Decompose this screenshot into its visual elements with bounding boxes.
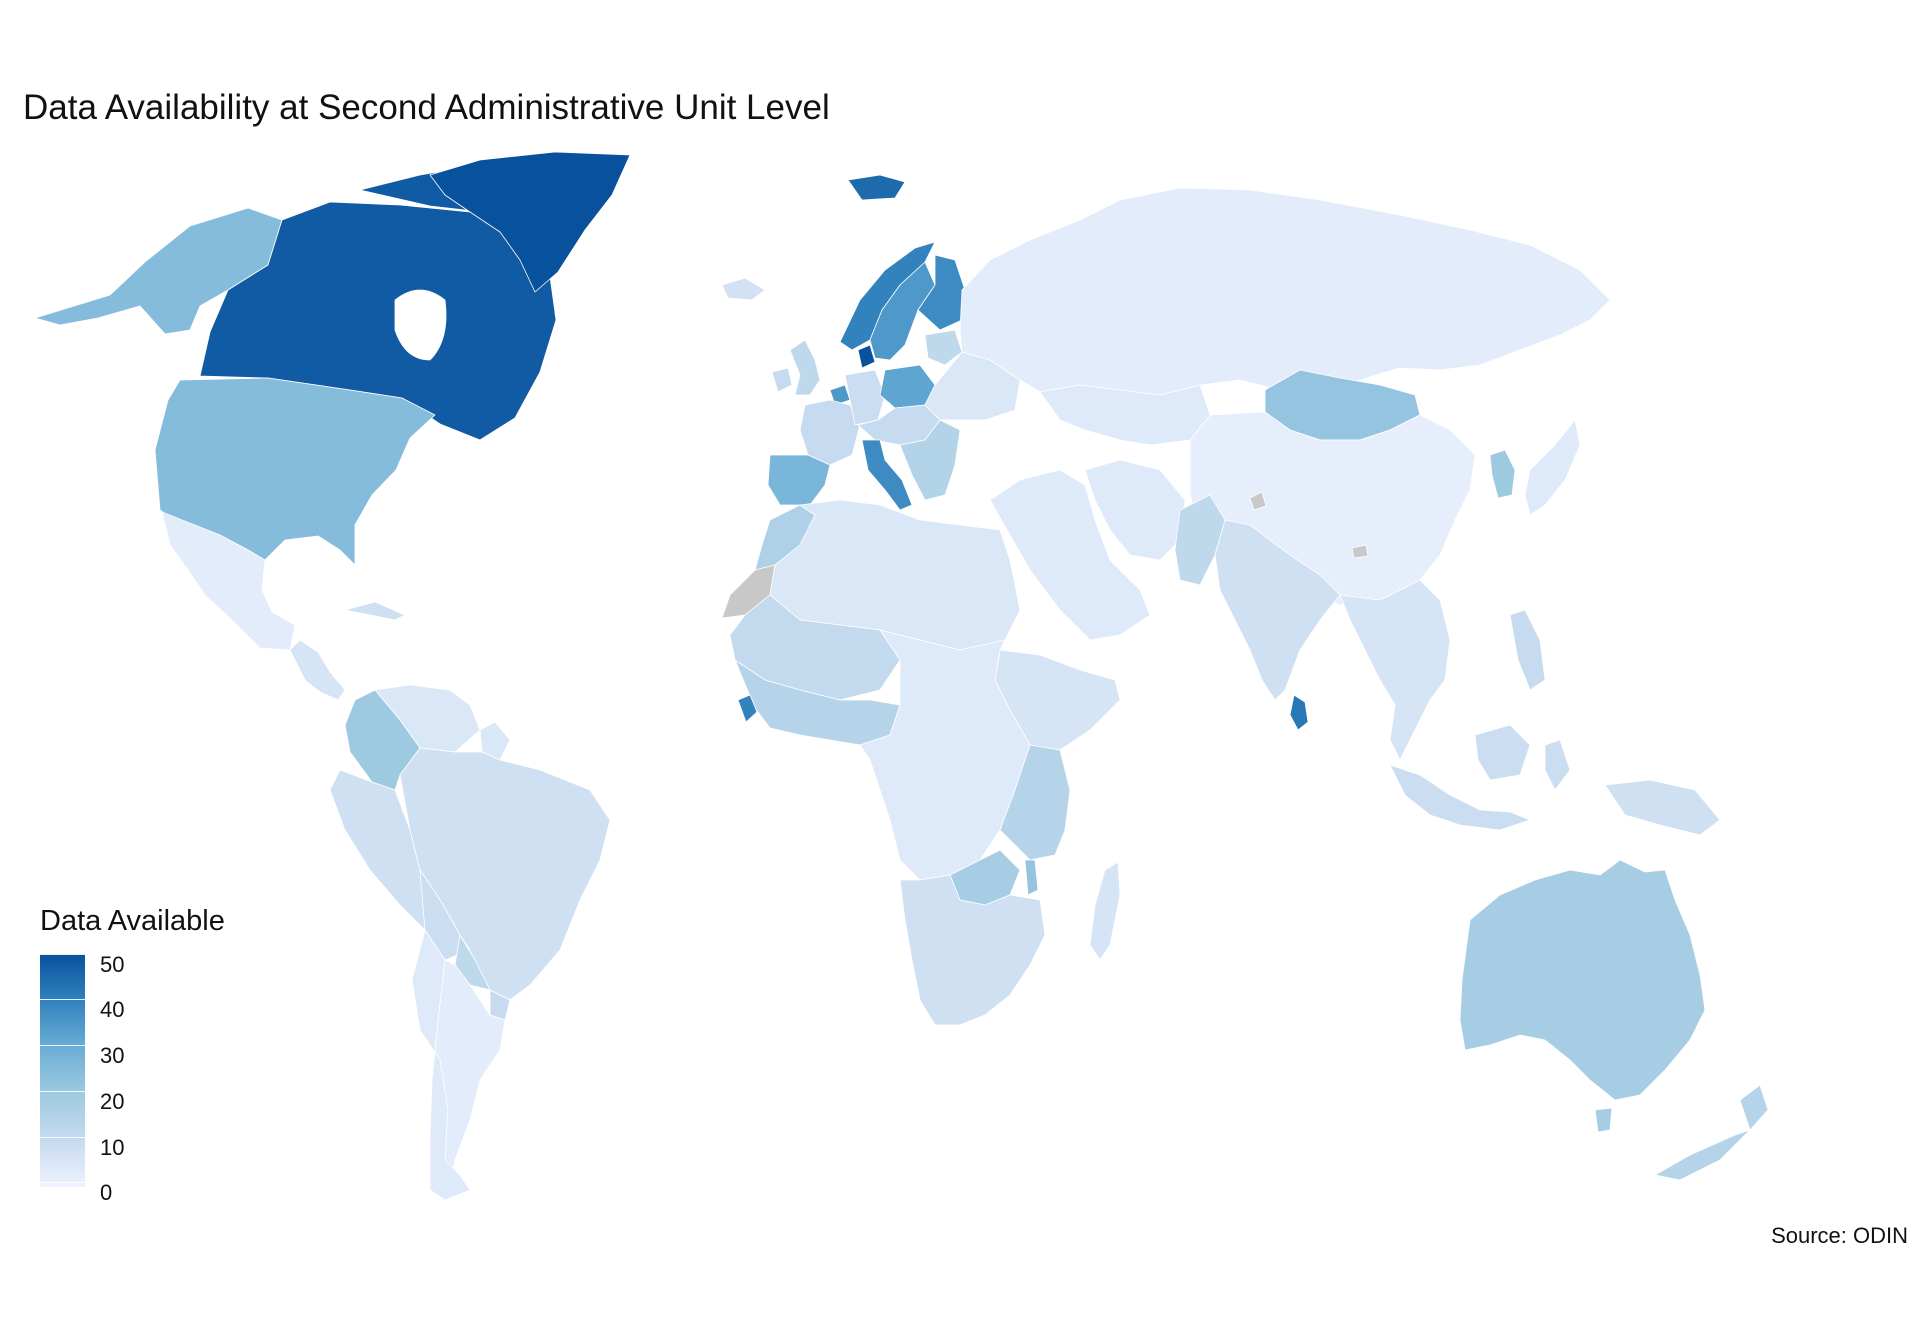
region-kazakhstan [1039,384,1211,446]
region-madagascar [1089,861,1121,961]
region-new-zealand [1739,1084,1769,1131]
region-sierra-leone [737,694,758,723]
legend-tick-mark [40,1137,85,1138]
legend-tick-label: 40 [100,997,125,1022]
region-greenland [429,151,631,293]
region-japan [1524,419,1581,516]
region-canada [394,289,447,361]
region-russia [959,187,1611,396]
region-colombia [344,689,421,791]
region-bhutan [1351,544,1369,559]
legend-tick-mark [40,1182,85,1183]
legend-tick-label: 0 [100,1180,113,1205]
legend-tick-mark [40,954,85,955]
region-guyana [479,721,511,761]
region-finland [917,254,966,331]
region-svalbard [847,174,906,201]
region-france [799,399,861,466]
source-caption: Source: ODIN [1771,1223,1908,1248]
region-sri-lanka [1289,694,1309,731]
region-indonesia [1389,764,1531,831]
legend-tick-label: 30 [100,1043,125,1068]
region-indonesia [1544,739,1571,791]
region-chile [411,929,471,1201]
region-balkans [899,419,961,501]
region-spain [767,454,831,506]
region-korea [1489,449,1516,499]
legend: Data Available 50 40 30 20 10 0 [40,905,260,1205]
region-denmark [857,344,876,369]
region-iran [1084,459,1186,561]
region-pakistan [1174,494,1226,586]
region-southeast-asia [1339,579,1451,761]
region-kashmir [1249,491,1267,511]
region-new-zealand [1654,1129,1751,1181]
legend-colorbar [40,954,85,1187]
legend-title: Data Available [40,905,225,937]
legend-tick-mark [40,1045,85,1046]
region-uk [789,339,821,396]
region-iceland [721,277,766,301]
legend-tick-label: 50 [100,952,125,977]
legend-tick-label: 10 [100,1135,125,1160]
region-india [1214,519,1341,701]
region-australia [1594,1107,1613,1133]
region-indonesia [1474,724,1531,781]
region-southern-africa [899,874,1046,1026]
region-cuba [344,601,406,621]
region-philippines [1509,609,1546,691]
legend-tick-mark [40,1091,85,1092]
region-mexico [161,511,296,651]
legend-tick-label: 20 [100,1089,125,1114]
region-middle-east [989,469,1151,641]
region-png [1604,779,1721,836]
region-baltics [924,329,963,366]
region-kenya-tanzania [999,744,1071,861]
region-italy [861,439,913,511]
region-malawi [1024,859,1039,896]
region-australia [1459,859,1706,1101]
legend-tick-mark [40,999,85,1000]
map-title: Data Availability at Second Administrati… [23,88,830,127]
region-ireland [771,367,793,393]
region-central-america [289,639,346,701]
